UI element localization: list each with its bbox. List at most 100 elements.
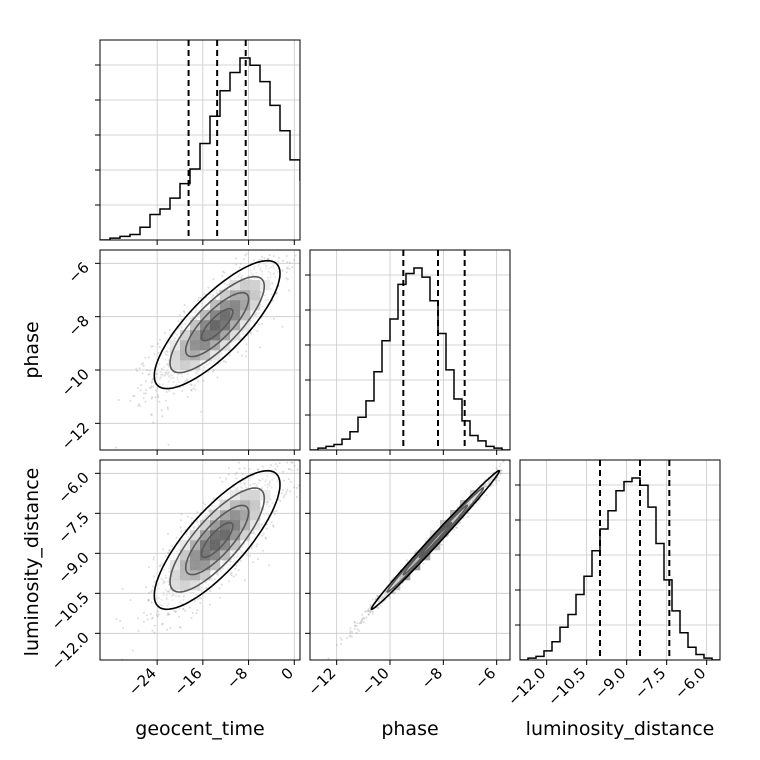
sample-point: [278, 257, 280, 260]
sample-point: [151, 616, 154, 619]
sample-point: [236, 351, 239, 354]
sample-point: [293, 464, 296, 467]
sample-point: [240, 487, 243, 490]
sample-point: [192, 387, 195, 390]
sample-point: [500, 469, 502, 472]
sample-point: [270, 472, 273, 475]
sample-point: [219, 476, 221, 479]
sample-point: [220, 496, 223, 499]
sample-point: [166, 590, 168, 593]
sample-point: [255, 313, 257, 316]
sample-point: [220, 583, 223, 586]
sample-point: [226, 283, 229, 286]
sample-point: [492, 476, 495, 478]
sample-point: [180, 513, 183, 516]
sample-point: [366, 610, 369, 613]
density-cell: [250, 280, 261, 291]
sample-point: [426, 537, 429, 540]
contour-line: [169, 275, 266, 374]
sample-point: [212, 361, 215, 363]
sample-point: [204, 515, 207, 518]
sample-point: [287, 478, 290, 481]
density-cell: [180, 340, 191, 351]
sample-point: [204, 503, 207, 506]
sample-point: [340, 638, 343, 641]
sample-point: [208, 510, 211, 513]
sample-point: [272, 525, 275, 528]
sample-point: [393, 591, 396, 594]
sample-point: [483, 485, 486, 488]
sample-point: [159, 370, 162, 373]
sample-point: [167, 532, 169, 535]
sample-point: [235, 564, 238, 567]
sample-point: [178, 626, 181, 629]
sample-point: [161, 383, 164, 386]
sample-point: [234, 560, 237, 562]
sample-point: [365, 610, 368, 612]
sample-point: [452, 520, 455, 523]
sample-point: [168, 329, 171, 331]
sample-point: [375, 594, 378, 597]
sample-point: [483, 485, 486, 488]
sample-point: [236, 487, 239, 489]
sample-point: [153, 580, 156, 583]
sample-point: [167, 380, 170, 383]
sample-point: [283, 494, 286, 497]
sample-point: [168, 570, 171, 573]
sample-point: [191, 591, 194, 594]
sample-point: [266, 486, 269, 489]
sample-point: [233, 277, 236, 280]
sample-point: [378, 600, 381, 603]
sample-point: [167, 602, 170, 605]
x-axis-label-phase: phase: [381, 718, 438, 740]
sample-point: [156, 373, 159, 376]
sample-point: [288, 268, 291, 270]
sample-point: [168, 389, 171, 392]
sample-point: [200, 410, 203, 413]
sample-point: [354, 621, 357, 624]
sample-point: [252, 309, 255, 312]
sample-point: [264, 299, 267, 302]
sample-point: [384, 591, 387, 593]
sample-point: [143, 620, 145, 623]
density-cell: [260, 280, 271, 291]
sample-point: [384, 591, 387, 594]
sample-point: [371, 610, 374, 613]
sample-point: [349, 631, 352, 634]
sample-point: [181, 390, 184, 392]
sample-point: [257, 265, 260, 268]
sample-point: [194, 593, 197, 596]
sample-point: [192, 527, 195, 530]
sample-point: [138, 367, 141, 370]
sample-point: [222, 270, 225, 273]
sample-point: [174, 595, 177, 598]
sample-point: [172, 376, 175, 379]
sample-point: [180, 318, 183, 321]
sample-point: [289, 480, 292, 483]
sample-point: [489, 479, 492, 482]
sample-point: [259, 293, 262, 296]
sample-point: [141, 372, 144, 375]
sample-point: [239, 559, 242, 562]
sample-point: [257, 264, 260, 266]
sample-point: [121, 587, 124, 590]
sample-point: [187, 327, 190, 330]
density-cell: [220, 540, 231, 551]
sample-point: [197, 370, 200, 373]
sample-point: [244, 254, 247, 257]
sample-point: [238, 266, 241, 269]
sample-point: [212, 278, 215, 281]
panel-hist-luminosity-distance: −12.0−10.5 −9.0 −7.5 −6.0: [504, 459, 721, 709]
density-cell: [230, 510, 241, 521]
sample-point: [195, 372, 198, 375]
sample-point: [210, 578, 213, 581]
sample-point: [194, 388, 197, 391]
sample-point: [215, 573, 218, 576]
sample-point: [234, 487, 237, 490]
density-cell: [180, 570, 191, 581]
sample-point: [205, 363, 208, 366]
sample-point: [257, 323, 260, 326]
density-cell: [190, 360, 201, 371]
sample-point: [271, 502, 274, 504]
sample-point: [398, 577, 401, 580]
